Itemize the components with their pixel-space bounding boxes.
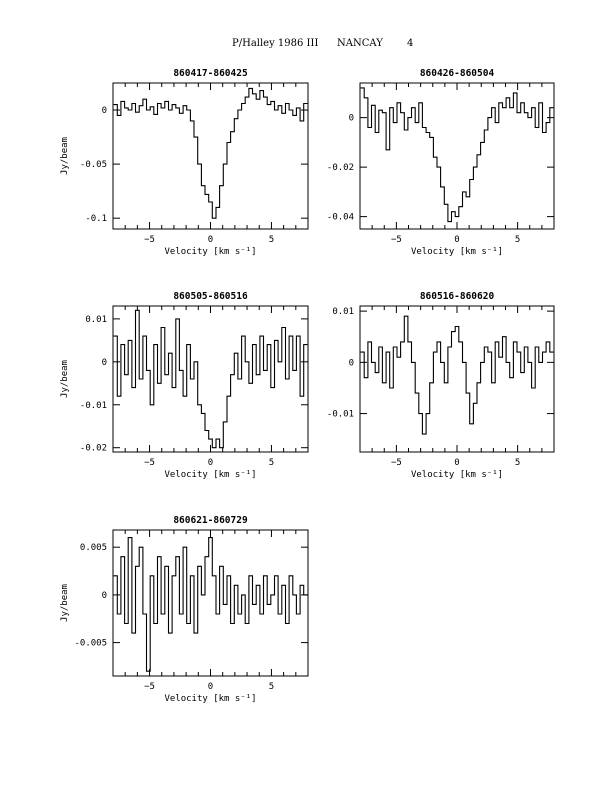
x-tick-label: 0 bbox=[208, 458, 213, 468]
panel-title: 860505-860516 bbox=[173, 291, 248, 302]
y-tick-label: -0.02 bbox=[80, 444, 107, 454]
spectrum-series-line bbox=[113, 87, 308, 219]
x-tick-label: 0 bbox=[208, 235, 213, 245]
x-tick-label: −5 bbox=[391, 235, 402, 245]
y-tick-label: 0 bbox=[349, 114, 354, 124]
spectrum-series-line bbox=[360, 315, 554, 435]
y-axis-label: Jy/beam bbox=[60, 584, 70, 622]
x-axis-label: Velocity [km s⁻¹] bbox=[164, 247, 256, 257]
y-tick-label: 0.005 bbox=[80, 543, 107, 553]
header-title: P/Halley 1986 III bbox=[232, 38, 319, 49]
plot-frame bbox=[359, 305, 555, 453]
chart-panel-1: −5 0 5 0 -0.05 -0.1 860417-860425 Velocity [km … bbox=[60, 68, 309, 257]
x-tick-label: 5 bbox=[269, 682, 274, 692]
y-tick-label: -0.005 bbox=[74, 639, 107, 649]
y-tick-label: -0.02 bbox=[327, 163, 354, 173]
x-tick-label: 5 bbox=[515, 458, 520, 468]
chart-panel-3: −5 0 5 0.01 0 -0.01 -0.02 860505-860516 Velocity… bbox=[60, 291, 309, 480]
x-tick-label: −5 bbox=[391, 458, 402, 468]
chart-panel-2: −5 0 5 0 -0.02 -0.04 860426-860504 Velocity [km… bbox=[327, 68, 555, 257]
y-tick-label: 0 bbox=[102, 106, 107, 116]
panel-title: 860417-860425 bbox=[173, 68, 248, 79]
chart-panel-5: −5 0 5 0.005 0 -0.005 860621-860729 Velocity [k… bbox=[60, 515, 309, 704]
spectrum-series-line bbox=[113, 309, 308, 449]
y-axis-label: Jy/beam bbox=[60, 360, 70, 398]
y-tick-label: -0.05 bbox=[80, 160, 107, 170]
y-tick-label: -0.1 bbox=[85, 214, 107, 224]
plot-frame bbox=[112, 82, 309, 230]
x-tick-label: −5 bbox=[144, 682, 155, 692]
x-axis-label: Velocity [km s⁻¹] bbox=[411, 470, 503, 480]
y-tick-label: -0.01 bbox=[327, 410, 354, 420]
x-tick-label: 5 bbox=[269, 458, 274, 468]
x-tick-label: −5 bbox=[144, 458, 155, 468]
header-page-number: 4 bbox=[407, 38, 414, 49]
x-tick-label: 5 bbox=[269, 235, 274, 245]
chart-panel-4: −5 0 5 0.01 0 -0.01 860516-860620 Velocity [km … bbox=[327, 291, 555, 480]
x-tick-label: −5 bbox=[144, 235, 155, 245]
x-tick-label: 5 bbox=[515, 235, 520, 245]
y-tick-label: 0 bbox=[102, 591, 107, 601]
y-axis-label: Jy/beam bbox=[60, 137, 70, 175]
panel-title: 860426-860504 bbox=[420, 68, 495, 79]
plot-frame bbox=[359, 82, 555, 230]
y-tick-label: 0 bbox=[349, 358, 354, 368]
y-tick-label: 0 bbox=[102, 358, 107, 368]
y-tick-label: 0.01 bbox=[332, 307, 354, 317]
y-tick-label: -0.01 bbox=[80, 401, 107, 411]
spectrum-series-line bbox=[360, 87, 554, 223]
x-tick-label: 0 bbox=[208, 682, 213, 692]
x-axis-label: Velocity [km s⁻¹] bbox=[411, 247, 503, 257]
x-tick-label: 0 bbox=[454, 458, 459, 468]
y-tick-label: 0.01 bbox=[85, 315, 107, 325]
x-axis-label: Velocity [km s⁻¹] bbox=[164, 694, 256, 704]
panel-title: 860621-860729 bbox=[173, 515, 248, 526]
header-observatory: NANCAY bbox=[337, 38, 383, 49]
plot-frame bbox=[112, 529, 309, 677]
x-tick-label: 0 bbox=[454, 235, 459, 245]
x-axis-label: Velocity [km s⁻¹] bbox=[164, 470, 256, 480]
panel-title: 860516-860620 bbox=[420, 291, 495, 302]
spectrum-series-line bbox=[113, 537, 308, 672]
y-tick-label: -0.04 bbox=[327, 213, 354, 223]
